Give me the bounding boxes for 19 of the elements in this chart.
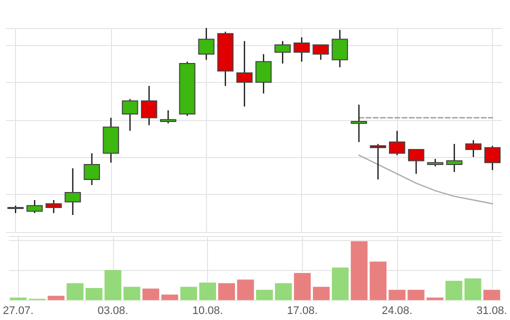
candlestick — [198, 27, 214, 60]
candlestick — [236, 40, 253, 108]
candlestick — [294, 36, 310, 62]
candlestick — [46, 199, 62, 214]
x-tick-label: 24.08. — [382, 305, 412, 318]
x-tick-label: 27.07. — [2, 305, 34, 318]
x-tick-label: 31.08. — [476, 305, 508, 318]
candlestick — [160, 110, 176, 124]
x-tick-label: 10.08. — [192, 305, 223, 318]
candlestick — [179, 61, 196, 116]
candlestick — [332, 29, 348, 68]
candlestick — [446, 143, 462, 173]
candlestick — [102, 117, 120, 164]
candlestick — [84, 152, 100, 186]
candlestick — [427, 158, 444, 167]
x-tick-label: 03.08. — [98, 305, 128, 318]
candlestick — [64, 168, 81, 216]
x-tick-label: 17.08. — [287, 305, 318, 318]
candlestick — [350, 104, 368, 143]
